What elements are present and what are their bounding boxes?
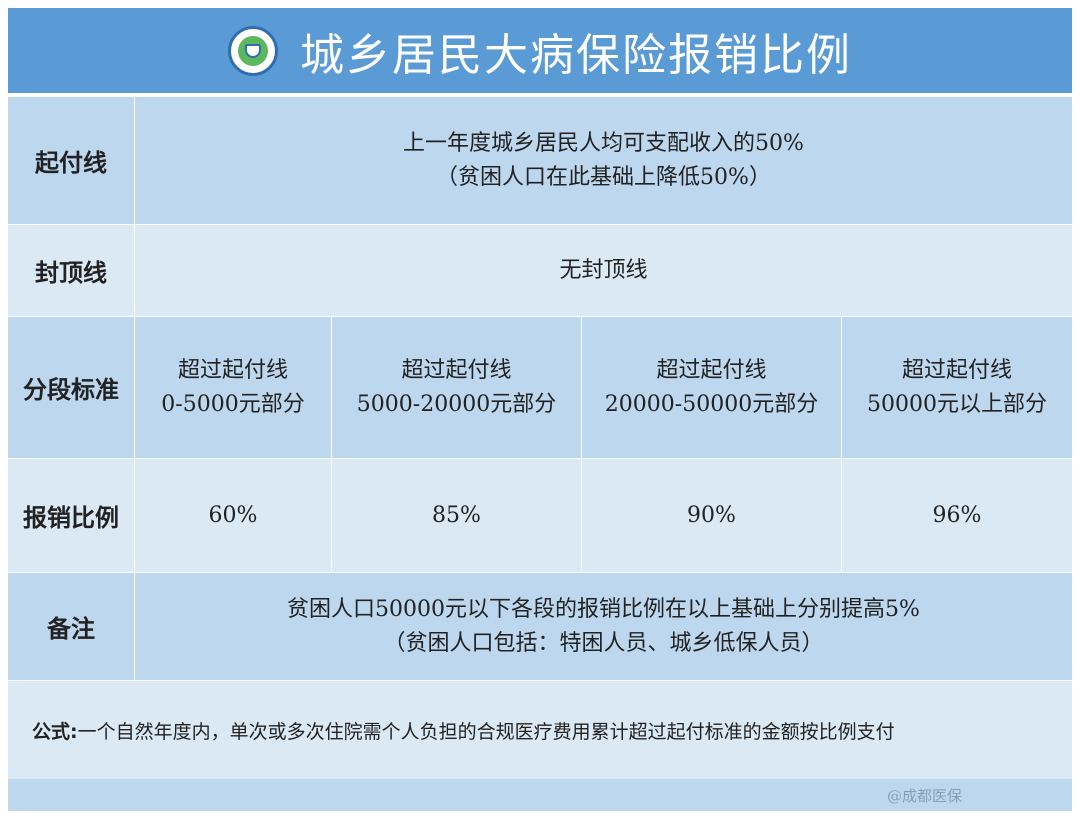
- segment-cell: 超过起付线 50000元以上部分: [867, 357, 1047, 417]
- chis-logo-icon: [228, 25, 278, 76]
- row-deductible: 起付线 上一年度城乡居民人均可支配收入的50% （贫困人口在此基础上降低50%）: [8, 97, 1072, 225]
- deductible-note: （贫困人口在此基础上降低50%）: [436, 164, 771, 190]
- formula-text: 一个自然年度内，单次或多次住院需个人负担的合规医疗费用累计超过起付标准的金额按比…: [77, 720, 895, 743]
- notes-text: 贫困人口50000元以下各段的报销比例在以上基础上分别提高5%: [287, 596, 920, 622]
- row-cap: 封顶线 无封顶线: [8, 225, 1072, 317]
- segment-cell: 超过起付线 5000-20000元部分: [332, 317, 582, 458]
- title-banner: 城乡居民大病保险报销比例: [8, 8, 1072, 93]
- formula-note: 公式: 一个自然年度内，单次或多次住院需个人负担的合规医疗费用累计超过起付标准的…: [8, 681, 1072, 779]
- row-label: 封顶线: [8, 225, 135, 316]
- row-ratio: 报销比例 60% 85% 90% 96%: [8, 459, 1072, 573]
- row-label: 备注: [8, 573, 135, 680]
- ratio-cell: 85%: [332, 459, 582, 572]
- segment-cell: 超过起付线 20000-50000元部分: [582, 317, 842, 458]
- notes-detail: （贫困人口包括：特困人员、城乡低保人员）: [383, 630, 824, 656]
- ratio-cell: 90%: [582, 459, 842, 572]
- row-notes: 备注 贫困人口50000元以下各段的报销比例在以上基础上分别提高5% （贫困人口…: [8, 573, 1072, 681]
- row-segments: 分段标准 超过起付线 0-5000元部分 超过起付线 5000-20000元部分 超…: [8, 317, 1072, 459]
- ratio-cell: 60%: [135, 459, 332, 572]
- cap-value: 无封顶线: [559, 257, 648, 283]
- ratio-cell: 96%: [932, 502, 982, 528]
- footer-band: @成都医保: [8, 779, 1072, 811]
- deductible-text: 上一年度城乡居民人均可支配收入的50%: [403, 130, 804, 156]
- source-credit: @成都医保: [886, 787, 962, 805]
- reimbursement-table: 起付线 上一年度城乡居民人均可支配收入的50% （贫困人口在此基础上降低50%）…: [8, 97, 1072, 681]
- segment-cell: 超过起付线 0-5000元部分: [135, 317, 332, 458]
- formula-label: 公式:: [32, 720, 78, 743]
- row-label: 起付线: [8, 97, 135, 224]
- row-label: 分段标准: [8, 317, 135, 458]
- row-label: 报销比例: [8, 459, 135, 572]
- page-title: 城乡居民大病保险报销比例: [300, 29, 852, 81]
